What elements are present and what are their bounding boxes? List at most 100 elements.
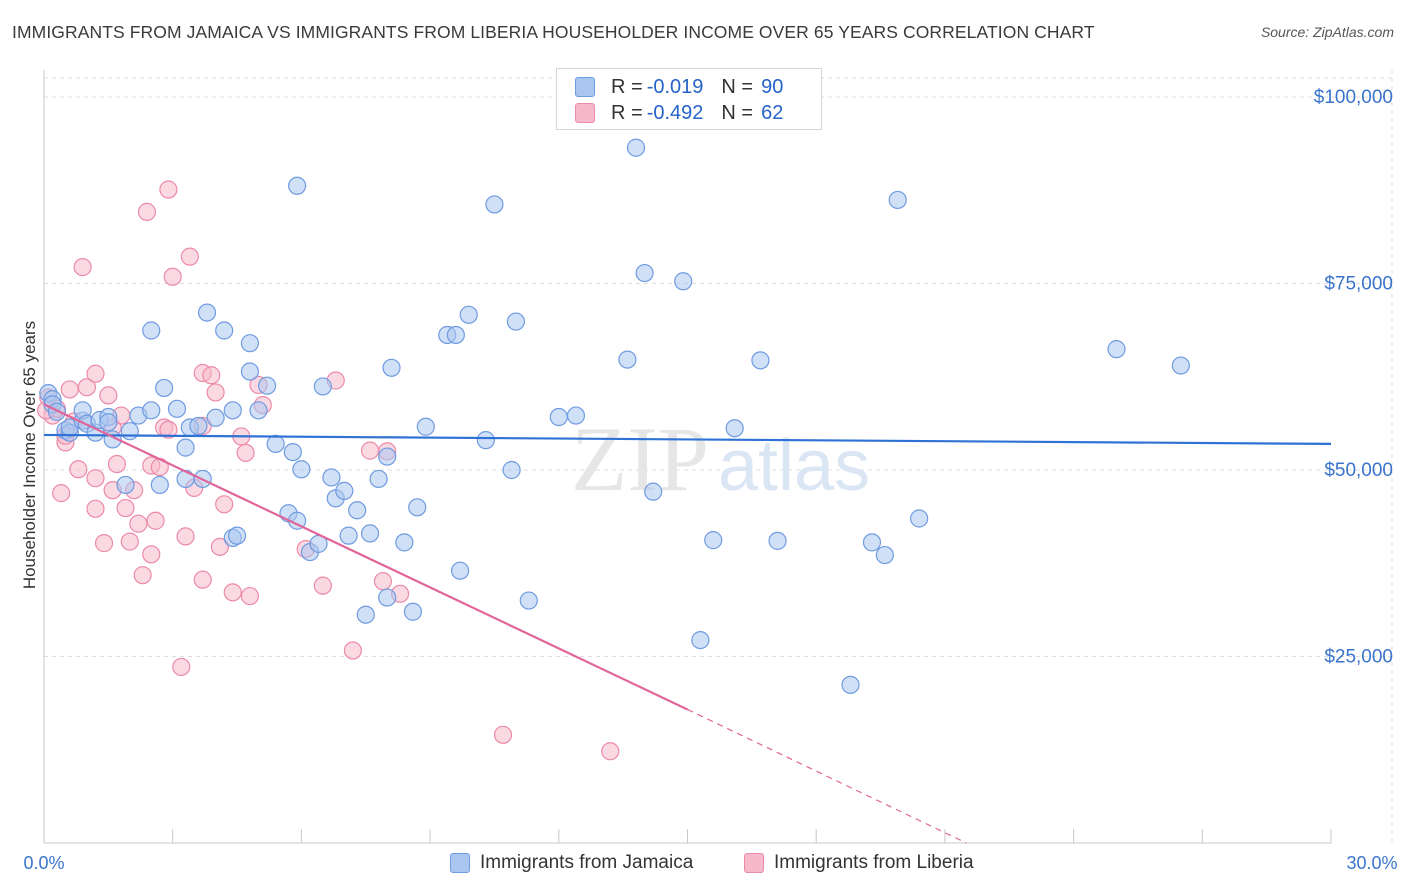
liberia-point-47 — [236, 443, 255, 462]
liberia-point-25 — [137, 202, 157, 221]
jamaica-point-84 — [862, 533, 882, 552]
jamaica-points — [39, 138, 1190, 694]
legend-item-jamaica[interactable]: Immigrants from Jamaica — [450, 852, 693, 874]
jamaica-point-77 — [674, 272, 693, 291]
jamaica-point-16 — [120, 422, 139, 441]
jamaica-point-59 — [403, 602, 423, 621]
jamaica-point-61 — [416, 417, 435, 436]
liberia-point-24 — [133, 566, 152, 585]
liberia-point-3 — [52, 484, 71, 503]
liberia-swatch — [575, 103, 595, 123]
jamaica-point-18 — [142, 401, 161, 420]
liberia-point-20 — [116, 498, 135, 518]
liberia-legend-swatch — [744, 853, 764, 873]
liberia-point-11 — [86, 364, 105, 383]
jamaica-point-80 — [725, 419, 744, 438]
jamaica-point-83 — [841, 675, 860, 694]
liberia-point-28 — [146, 511, 165, 530]
jamaica-point-49 — [335, 481, 354, 500]
jamaica-swatch — [575, 77, 595, 97]
liberia-point-31 — [159, 420, 178, 439]
y-tick-label-1: $50,000 — [1324, 460, 1393, 481]
jamaica-point-20 — [150, 475, 169, 495]
jamaica-point-3 — [47, 402, 66, 421]
liberia-point-9 — [73, 257, 92, 277]
liberia-point-12 — [86, 499, 105, 518]
legend-item-liberia[interactable]: Immigrants from Liberia — [744, 852, 974, 874]
jamaica-point-46 — [313, 377, 332, 396]
liberia-point-45 — [223, 583, 242, 602]
x-tick-label-start: 0.0% — [23, 853, 64, 873]
series-legend: Immigrants from Jamaica Immigrants from … — [0, 852, 1406, 878]
jamaica-point-58 — [395, 533, 414, 552]
jamaica-point-52 — [356, 605, 375, 624]
jamaica-point-22 — [167, 399, 187, 418]
jamaica-point-53 — [360, 524, 380, 543]
jamaica-point-28 — [197, 303, 217, 322]
liberia-point-34 — [172, 657, 191, 677]
source-credit: Source: ZipAtlas.com — [1260, 24, 1394, 40]
jamaica-point-33 — [227, 526, 247, 545]
liberia-point-8 — [69, 460, 88, 479]
jamaica-point-50 — [339, 526, 358, 545]
jamaica-legend-swatch — [450, 853, 470, 873]
liberia-trend-extension — [687, 708, 967, 844]
liberia-legend-label: Immigrants from Liberia — [774, 852, 974, 873]
jamaica-point-89 — [1171, 356, 1190, 375]
jamaica-point-66 — [476, 431, 495, 450]
liberia-n-value: 62 — [761, 101, 784, 124]
liberia-point-54 — [343, 641, 362, 660]
jamaica-point-29 — [206, 408, 225, 427]
jamaica-point-73 — [618, 350, 637, 369]
liberia-point-60 — [601, 742, 620, 761]
jamaica-point-21 — [155, 378, 174, 398]
y-tick-labels: $25,000 $50,000 $75,000 $100,000 — [1314, 87, 1393, 668]
liberia-point-15 — [99, 386, 118, 405]
liberia-point-48 — [240, 586, 260, 606]
jamaica-point-56 — [378, 588, 397, 607]
liberia-point-6 — [60, 380, 79, 399]
jamaica-point-23 — [176, 469, 195, 489]
jamaica-point-19 — [142, 321, 161, 340]
jamaica-trend-line — [43, 433, 1332, 445]
jamaica-point-76 — [644, 482, 663, 501]
liberia-point-44 — [215, 495, 234, 514]
jamaica-point-71 — [549, 407, 568, 427]
liberia-r-value: -0.492 — [646, 101, 704, 124]
axes-layer — [43, 70, 1332, 844]
liberia-point-13 — [86, 469, 105, 488]
jamaica-point-75 — [635, 263, 654, 283]
liberia-point-59 — [493, 725, 513, 744]
trend-layer — [43, 403, 1332, 844]
jamaica-point-26 — [189, 416, 208, 436]
jamaica-point-36 — [249, 401, 268, 420]
liberia-point-23 — [129, 514, 148, 533]
liberia-point-14 — [94, 534, 114, 553]
y-tick-label-0: $25,000 — [1324, 647, 1393, 668]
liberia-point-36 — [180, 247, 199, 266]
jamaica-point-51 — [348, 501, 367, 520]
stats-legend: R = -0.019 N = 90 R = -0.492 N = 62 — [556, 68, 822, 130]
liberia-point-41 — [202, 366, 221, 385]
jamaica-point-13 — [99, 413, 118, 432]
jamaica-point-88 — [1107, 340, 1126, 359]
liberia-point-35 — [176, 527, 195, 546]
jamaica-point-30 — [215, 321, 234, 340]
y-tick-label-2: $75,000 — [1324, 274, 1393, 295]
jamaica-point-37 — [257, 376, 277, 395]
liberia-point-27 — [142, 545, 161, 564]
jamaica-point-85 — [875, 545, 894, 565]
watermark-zip: ZIP — [571, 408, 709, 510]
grid-layer — [44, 70, 1393, 843]
x-tick-labels: 0.0% 30.0% — [23, 853, 1397, 873]
liberia-point-32 — [159, 180, 178, 199]
jamaica-point-86 — [888, 190, 907, 210]
y-axis-title: Householder Income Over 65 years — [20, 320, 39, 590]
liberia-point-56 — [373, 572, 393, 591]
jamaica-point-42 — [288, 176, 307, 195]
jamaica-point-72 — [566, 406, 586, 425]
jamaica-point-40 — [283, 442, 302, 462]
jamaica-point-65 — [459, 305, 478, 324]
jamaica-point-35 — [240, 362, 260, 381]
